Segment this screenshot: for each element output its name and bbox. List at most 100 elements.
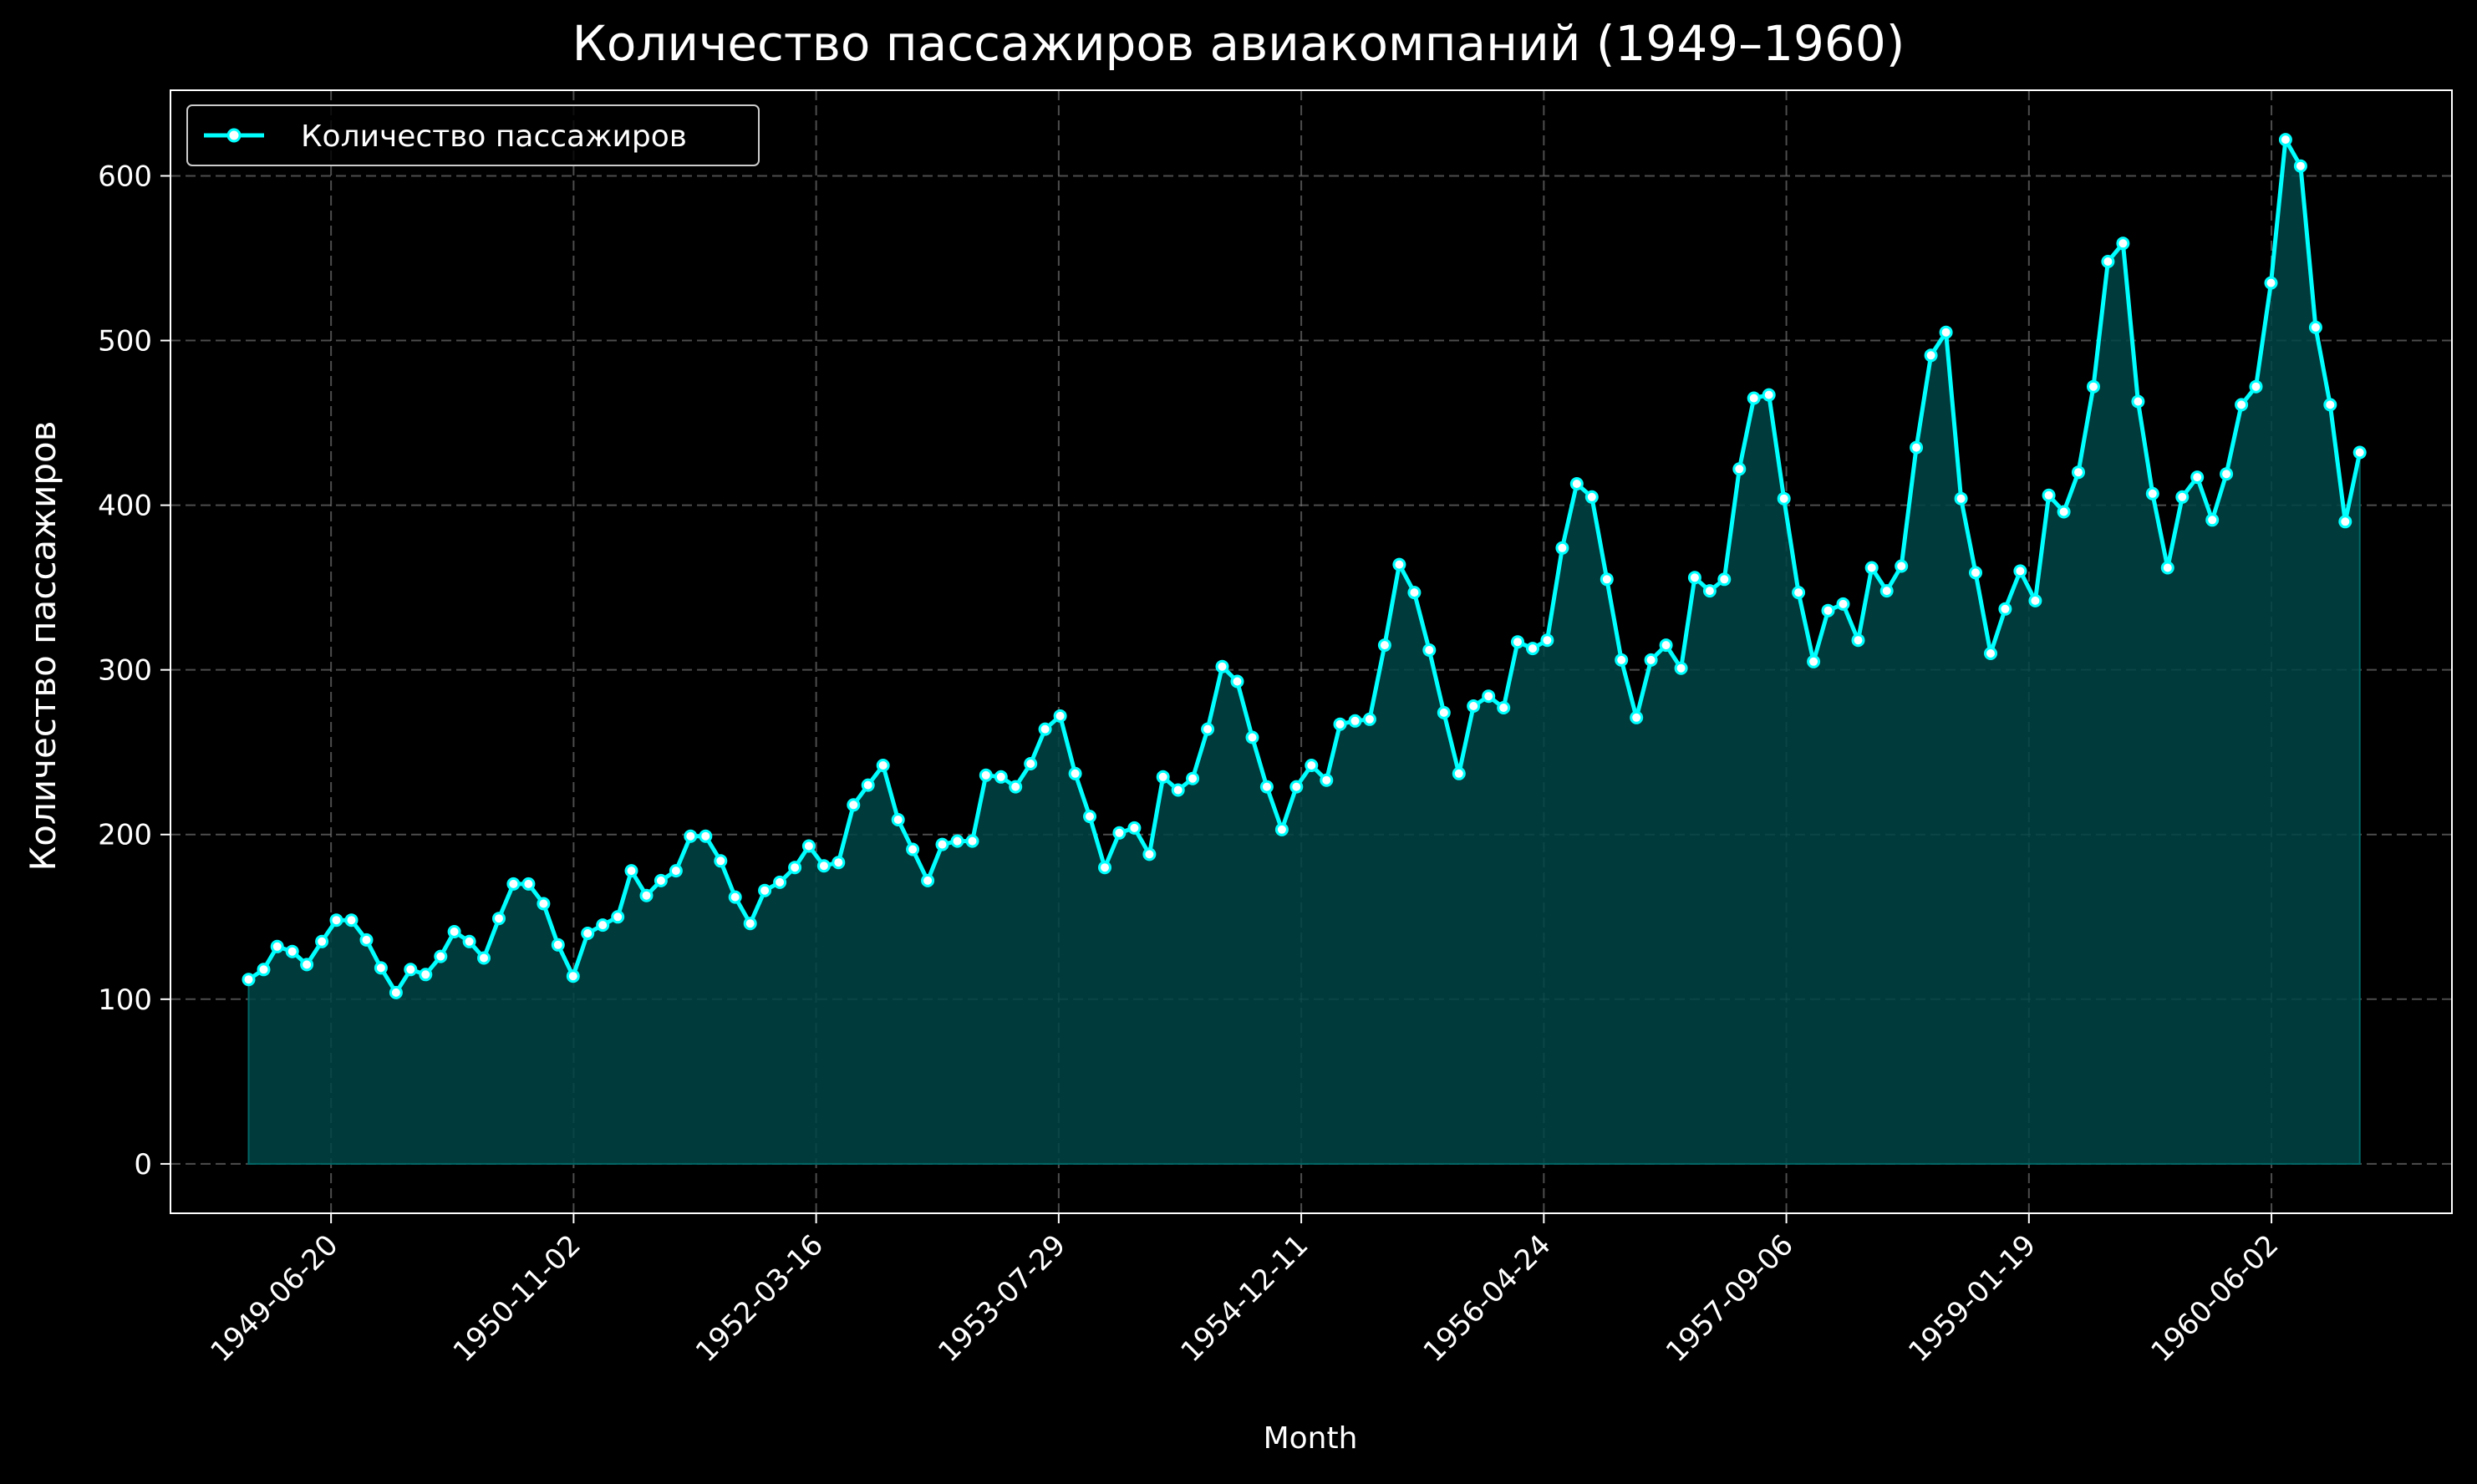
data-point	[1437, 705, 1451, 719]
data-point	[1156, 770, 1170, 784]
data-point	[1127, 821, 1142, 835]
data-point	[300, 958, 314, 972]
data-point	[581, 927, 595, 940]
data-point	[1615, 653, 1629, 667]
data-point	[1807, 654, 1821, 668]
data-point	[1377, 638, 1391, 653]
data-point	[669, 864, 683, 878]
data-point	[2190, 470, 2205, 485]
x-tick-label: 1952-03-16	[689, 1228, 830, 1369]
data-point	[1674, 661, 1688, 675]
data-point	[891, 813, 905, 826]
data-point	[2013, 564, 2027, 578]
x-axis-label: Month	[1264, 1421, 1358, 1456]
data-point	[2264, 276, 2278, 290]
data-point	[2101, 255, 2115, 268]
data-point	[285, 944, 299, 958]
data-point	[1555, 541, 1569, 555]
y-tick-label: 0	[134, 1148, 152, 1182]
data-point	[714, 854, 728, 868]
data-point	[1747, 391, 1761, 405]
data-point	[1984, 647, 1997, 660]
data-point	[447, 925, 461, 938]
data-point	[816, 859, 831, 873]
data-point	[596, 918, 610, 933]
data-point	[506, 877, 521, 891]
data-point	[611, 910, 625, 924]
data-point	[876, 759, 890, 772]
y-tick-label: 100	[98, 983, 152, 1017]
data-point	[1201, 722, 1215, 736]
data-point	[1879, 584, 1894, 598]
data-point	[344, 913, 359, 928]
series-area-fill	[247, 136, 2361, 1165]
data-point	[462, 934, 476, 948]
area-fill-layer	[247, 136, 2361, 1165]
x-tick-label: 1950-11-02	[447, 1228, 587, 1369]
data-points-layer	[242, 133, 2367, 999]
data-point	[1644, 653, 1658, 667]
data-point	[2042, 488, 2056, 502]
data-point	[979, 768, 993, 782]
data-point	[2352, 445, 2367, 460]
chart-title: Количество пассажиров авиакомпаний (1949…	[572, 15, 1905, 72]
data-point	[1098, 861, 1111, 875]
data-point	[1998, 602, 2012, 616]
data-point	[832, 856, 846, 870]
data-point	[1407, 586, 1422, 600]
data-point	[1333, 717, 1347, 731]
data-point	[994, 770, 1008, 784]
plot-frame	[170, 89, 2453, 1214]
data-point	[2131, 394, 2145, 409]
data-point	[1305, 759, 1319, 772]
legend-label: Количество пассажиров	[301, 119, 687, 154]
data-point	[921, 873, 935, 887]
data-point	[1467, 699, 1481, 713]
data-point	[434, 949, 448, 963]
data-point	[1924, 348, 1938, 363]
data-point	[1895, 559, 1909, 573]
data-point	[1024, 757, 1038, 770]
data-point	[1659, 638, 1673, 653]
data-point	[2249, 379, 2263, 394]
data-point	[257, 963, 271, 977]
data-point	[1274, 822, 1289, 836]
data-point	[699, 829, 713, 843]
data-point	[477, 951, 491, 965]
data-point	[1732, 462, 1747, 476]
data-point	[1526, 642, 1539, 656]
x-axis-ticks: 1949-06-20 1950-11-02 1952-03-16 1953-07-29…	[204, 1213, 2285, 1369]
data-point	[2278, 133, 2292, 147]
axes	[170, 89, 2453, 1214]
data-point	[965, 834, 979, 848]
data-point	[2338, 515, 2352, 529]
legend-marker-sample	[226, 128, 242, 143]
data-point	[935, 837, 949, 851]
y-axis-label: Количество пассажиров	[23, 420, 64, 871]
data-point	[1600, 572, 1614, 587]
data-point	[2057, 505, 2071, 519]
data-point	[1540, 633, 1554, 648]
data-point	[329, 913, 343, 928]
data-point	[788, 861, 802, 875]
data-point	[1112, 826, 1127, 840]
data-point	[1482, 689, 1496, 704]
data-point	[315, 934, 329, 948]
data-point	[2028, 593, 2042, 607]
data-point	[1702, 584, 1717, 598]
data-point	[566, 969, 580, 983]
data-point	[1821, 603, 1835, 617]
data-point	[389, 985, 403, 999]
data-point	[270, 939, 284, 953]
data-point	[2087, 379, 2100, 394]
data-point	[374, 961, 388, 975]
data-point	[728, 890, 742, 904]
x-tick-label: 1949-06-20	[204, 1228, 344, 1369]
data-point	[2220, 467, 2234, 481]
data-point	[2235, 398, 2249, 412]
data-point	[639, 888, 654, 902]
y-tick-label: 500	[98, 325, 152, 358]
data-point	[1851, 633, 1865, 648]
data-point	[1348, 714, 1362, 728]
